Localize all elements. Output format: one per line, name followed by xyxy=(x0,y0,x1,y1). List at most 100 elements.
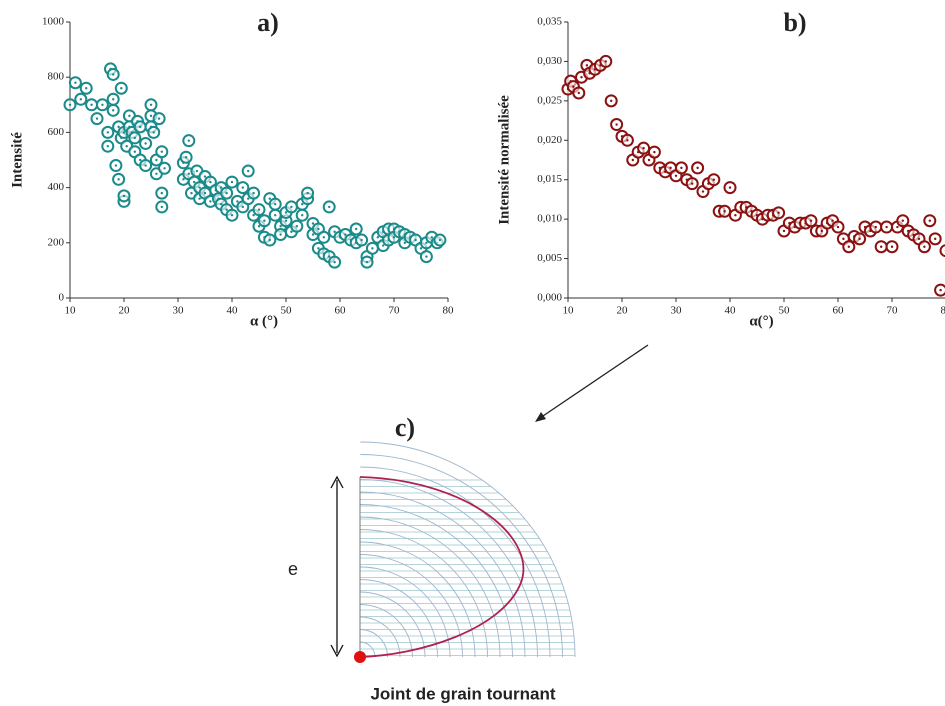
point-center xyxy=(128,114,131,118)
point-center xyxy=(572,85,575,88)
point-center xyxy=(182,178,185,181)
point xyxy=(939,244,945,258)
point-center xyxy=(301,202,304,206)
x-tick-label: 70 xyxy=(887,305,899,317)
arrow-head xyxy=(535,412,546,422)
point-center xyxy=(333,230,336,233)
point-center xyxy=(360,238,363,242)
point-center xyxy=(106,131,110,134)
point-center xyxy=(425,241,428,244)
point-center xyxy=(809,219,813,222)
point-center xyxy=(333,260,336,264)
point-center xyxy=(610,99,613,103)
point-center xyxy=(241,205,244,209)
point-center xyxy=(139,158,142,162)
y-tick-label: 600 xyxy=(48,126,65,138)
point-center xyxy=(284,219,288,222)
point-center xyxy=(144,142,147,145)
y-tick-label: 200 xyxy=(48,236,65,248)
point-center xyxy=(106,145,110,148)
point-center xyxy=(257,225,261,228)
point-center xyxy=(252,191,255,195)
point-center xyxy=(187,172,190,175)
point-center xyxy=(95,117,99,120)
point-center xyxy=(419,247,423,250)
point-center xyxy=(890,245,894,248)
y-tick-label: 0,025 xyxy=(537,94,562,106)
point-center xyxy=(425,255,428,258)
point-center xyxy=(631,158,634,162)
point-center xyxy=(149,114,153,118)
point-center xyxy=(117,125,120,129)
point-center xyxy=(615,123,618,126)
point-center xyxy=(263,219,266,222)
x-tick-label: 80 xyxy=(443,305,455,317)
x-tick-label: 50 xyxy=(779,305,791,317)
x-tick-label: 10 xyxy=(563,305,575,317)
chart-title: a) xyxy=(257,8,279,37)
point-center xyxy=(674,174,678,177)
point-center xyxy=(896,225,899,229)
point-center xyxy=(74,81,77,84)
x-tick-label: 20 xyxy=(617,305,629,317)
point-center xyxy=(133,136,136,140)
point-center xyxy=(203,191,207,195)
chart: b) 0,000 0,005 0,010 0,015 0,020 0,025 0,030 0,0… xyxy=(496,8,945,329)
arc xyxy=(360,479,538,658)
point-center xyxy=(184,156,188,159)
point-center xyxy=(198,186,201,189)
y-tick-label: 0,020 xyxy=(537,134,562,146)
point-center xyxy=(198,197,201,200)
point-center xyxy=(820,229,823,233)
point-center xyxy=(842,237,845,241)
y-tick-label: 0,005 xyxy=(537,252,562,264)
x-tick-label: 10 xyxy=(65,305,77,317)
point-center xyxy=(626,139,629,142)
point-center xyxy=(382,244,385,247)
point-center xyxy=(290,205,293,209)
point-center xyxy=(836,225,840,229)
point-center xyxy=(923,245,926,248)
arc xyxy=(360,566,451,658)
y-tick-label: 1000 xyxy=(42,16,65,28)
arc xyxy=(360,591,426,658)
point-center xyxy=(328,255,331,258)
point-center xyxy=(247,197,250,200)
point-center xyxy=(858,237,861,241)
x-tick-label: 70 xyxy=(389,305,401,317)
point-center xyxy=(317,227,320,231)
x-tick-label: 40 xyxy=(227,305,239,317)
point-center xyxy=(274,214,277,217)
x-axis-label: α(°) xyxy=(749,313,773,329)
point-center xyxy=(831,219,834,222)
point-center xyxy=(193,180,196,184)
point-center xyxy=(696,166,699,170)
arc xyxy=(360,466,551,658)
point-center xyxy=(220,202,223,206)
point-center xyxy=(344,233,347,236)
x-tick-label: 60 xyxy=(335,305,347,317)
arc xyxy=(360,579,438,658)
point-center xyxy=(355,227,358,231)
x-tick-label: 30 xyxy=(671,305,683,317)
point-center xyxy=(117,178,120,181)
y-tick-label: 0,035 xyxy=(537,16,562,28)
point-center xyxy=(680,166,683,170)
point-center xyxy=(163,167,166,170)
point-center xyxy=(257,208,261,211)
point-center xyxy=(274,202,277,206)
x-tick-label: 80 xyxy=(941,305,945,317)
point-center xyxy=(247,169,250,173)
arc xyxy=(360,641,376,658)
point-center xyxy=(230,214,234,217)
point-center xyxy=(311,233,315,236)
point-center xyxy=(225,208,228,211)
point-center xyxy=(723,210,726,213)
arc xyxy=(360,541,476,658)
point-center xyxy=(268,238,271,242)
point-center xyxy=(79,98,83,101)
point-center xyxy=(195,169,199,173)
point-center xyxy=(144,164,147,167)
point-center xyxy=(295,225,298,228)
point-center xyxy=(268,197,271,200)
